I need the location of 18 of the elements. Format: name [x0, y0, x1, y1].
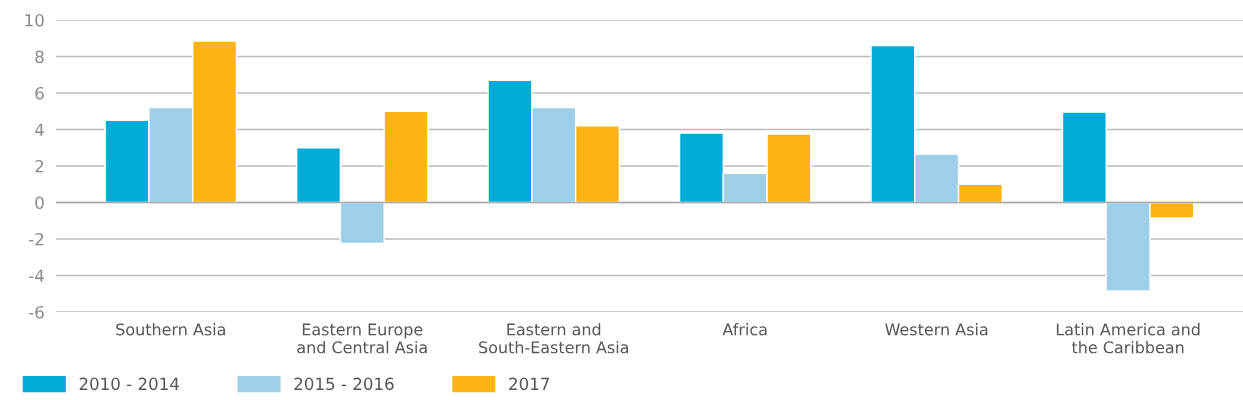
x-tick-label: Southern Asia	[116, 323, 225, 336]
y-tick-label: 2	[35, 159, 44, 173]
x-tick-label: Latin America and the Caribbean	[1056, 323, 1200, 354]
y-tick-label: 0	[35, 196, 44, 210]
y-tick-label: -6	[29, 305, 44, 319]
y-tick-label: -2	[29, 232, 44, 246]
x-tick-label: Africa	[722, 323, 767, 336]
y-tick-label: 8	[35, 50, 44, 64]
y-tick-label: 6	[35, 86, 44, 100]
legend-label: 2017	[509, 377, 549, 391]
y-tick-label: 10	[25, 13, 44, 27]
x-tick-label: Western Asia	[885, 323, 988, 336]
y-tick-label: -4	[29, 269, 44, 282]
x-tick-label: Eastern and South-Eastern Asia	[479, 323, 629, 354]
legend-label: 2010 - 2014	[79, 377, 179, 391]
y-tick-label: 4	[35, 123, 44, 136]
x-tick-label: Eastern Europe and Central Asia	[297, 323, 427, 354]
legend-label: 2015 - 2016	[294, 377, 394, 391]
